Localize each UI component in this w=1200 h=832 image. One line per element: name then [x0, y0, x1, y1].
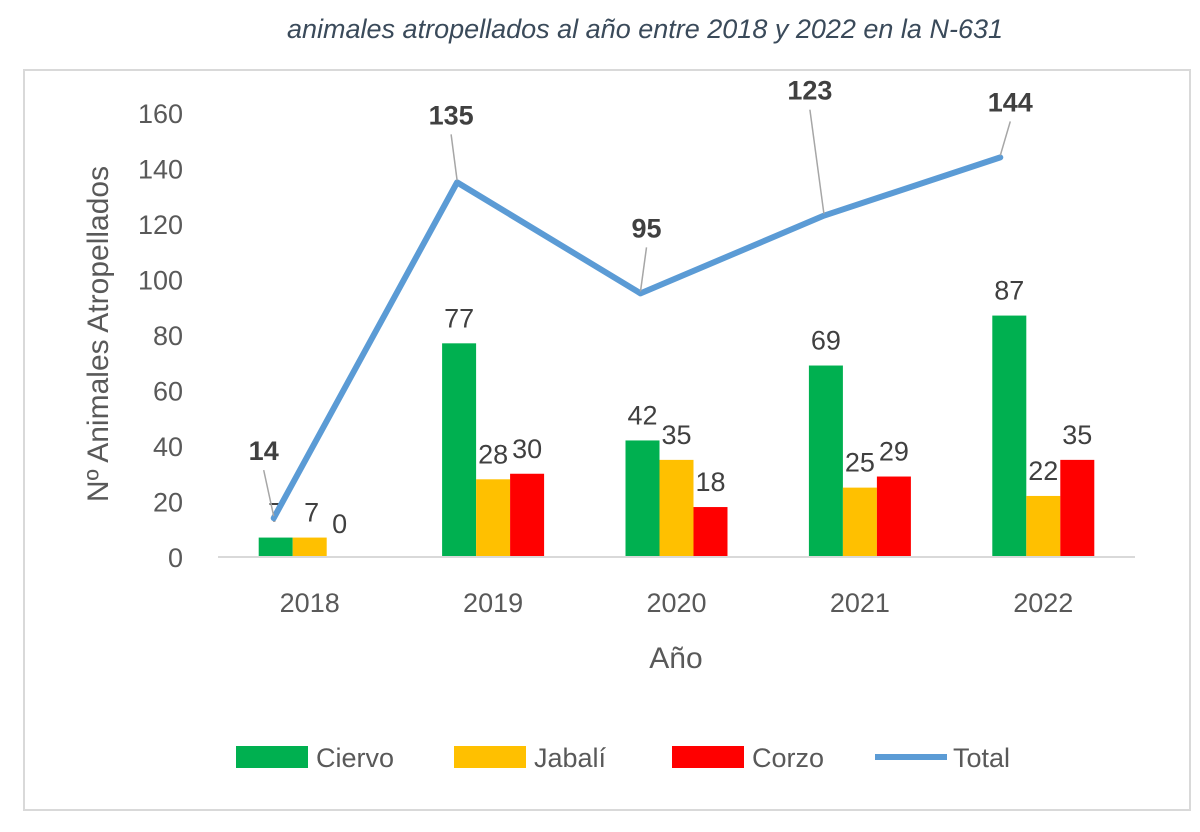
legend-swatch-jabal [454, 746, 526, 768]
total-line-layer: 14 135 95 123 144 [249, 76, 1033, 522]
total-data-label: 123 [787, 76, 832, 106]
bar-ciervo-2018 [258, 537, 293, 557]
legend-swatch-ciervo [236, 746, 308, 768]
bar-corzo-2019 [510, 473, 545, 557]
bar-jabal-2020 [659, 459, 694, 557]
bars [258, 315, 1095, 557]
x-tick-label: 2019 [463, 588, 523, 618]
bar-data-label: 22 [1028, 456, 1058, 486]
y-axis: 0 20 40 60 80 100 120 140 160 [138, 99, 183, 573]
bar-data-label: 77 [444, 303, 474, 333]
y-tick-label: 60 [153, 377, 183, 407]
total-leader-line [450, 134, 458, 181]
bar-corzo-2022 [1060, 459, 1095, 557]
x-tick-label: 2018 [280, 588, 340, 618]
total-data-label: 144 [988, 87, 1033, 117]
bar-data-label: 7 [304, 498, 319, 528]
bar-ciervo-2021 [808, 365, 843, 557]
y-tick-label: 40 [153, 432, 183, 462]
x-axis-label: Año [649, 642, 702, 675]
total-leader-line [639, 247, 648, 292]
y-tick-label: 120 [138, 210, 183, 240]
legend: Ciervo Jabalí Corzo Total [236, 743, 1010, 773]
total-data-label: 14 [249, 436, 279, 466]
bar-data-label: 35 [1062, 420, 1092, 450]
bar-data-label: 18 [695, 467, 725, 497]
y-tick-label: 20 [153, 488, 183, 518]
y-tick-label: 80 [153, 321, 183, 351]
bar-data-label: 0 [332, 509, 347, 539]
bar-corzo-2021 [876, 476, 911, 557]
chart-title: animales atropellados al año entre 2018 … [287, 14, 1003, 44]
bar-ciervo-2022 [992, 315, 1027, 557]
bar-data-label: 29 [879, 437, 909, 467]
x-axis: 2018 2019 2020 2021 2022 [218, 556, 1135, 618]
total-data-label: 95 [631, 213, 661, 243]
total-leader-line [262, 469, 275, 517]
y-axis-label: Nº Animales Atropellados [82, 166, 115, 502]
bar-ciervo-2020 [625, 440, 660, 557]
y-tick-label: 100 [138, 266, 183, 296]
x-tick-label: 2021 [830, 588, 890, 618]
bar-jabal-2021 [842, 487, 877, 557]
total-data-label: 135 [429, 100, 474, 130]
legend-swatch-corzo [672, 746, 744, 768]
legend-label-total: Total [953, 743, 1010, 773]
total-leader-line [999, 121, 1012, 156]
bar-data-label: 69 [811, 326, 841, 356]
legend-label-jabal: Jabalí [534, 743, 607, 773]
bar-corzo-2020 [693, 507, 728, 557]
bar-data-label: 35 [661, 420, 691, 450]
bar-data-label: 42 [627, 400, 657, 430]
legend-label-ciervo: Ciervo [316, 743, 394, 773]
y-tick-label: 0 [168, 543, 183, 573]
y-tick-label: 140 [138, 155, 183, 185]
bar-data-label: 28 [478, 439, 508, 469]
chart-frame [23, 69, 1191, 811]
bar-ciervo-2019 [442, 343, 477, 557]
legend-label-corzo: Corzo [752, 743, 824, 773]
x-tick-label: 2020 [646, 588, 706, 618]
bar-data-label: 87 [994, 276, 1024, 306]
total-line [270, 154, 1004, 522]
bar-data-label: 25 [845, 448, 875, 478]
bar-jabal-2018 [292, 537, 327, 557]
bar-data-label: 30 [512, 434, 542, 464]
y-tick-label: 160 [138, 99, 183, 129]
x-tick-label: 2022 [1013, 588, 1073, 618]
total-leader-line [809, 109, 825, 214]
bar-jabal-2022 [1026, 495, 1061, 557]
bar-jabal-2019 [476, 479, 511, 557]
